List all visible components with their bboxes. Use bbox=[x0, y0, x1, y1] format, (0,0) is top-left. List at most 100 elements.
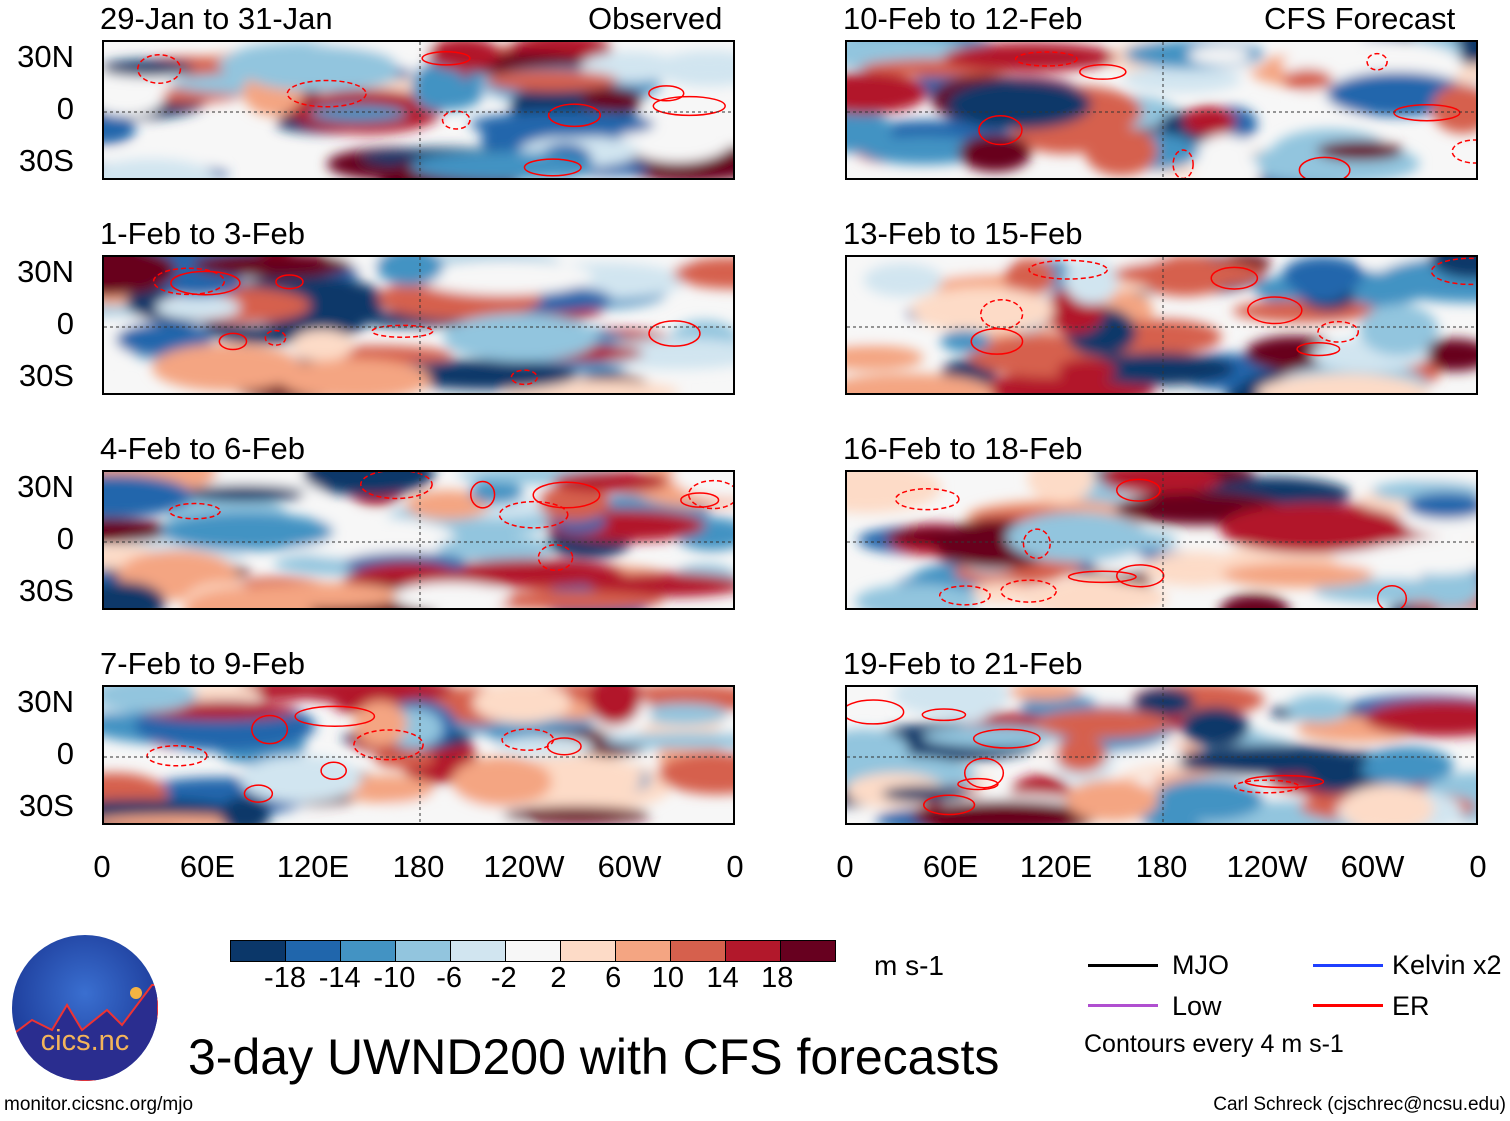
er-contour bbox=[1376, 585, 1408, 608]
wind-anomaly-blob bbox=[1316, 141, 1404, 161]
map-panel-forecast bbox=[845, 40, 1478, 180]
panel-title: 1-Feb to 3-Feb bbox=[100, 216, 306, 251]
wind-anomaly-blob bbox=[911, 800, 1098, 823]
er-contour bbox=[1067, 570, 1137, 584]
colorbar-swatch bbox=[231, 941, 286, 961]
wind-anomaly-blob bbox=[1220, 594, 1290, 608]
lon-tick-label: 120W bbox=[483, 849, 565, 884]
wind-anomaly-blob bbox=[1222, 562, 1374, 588]
wind-anomaly-blob bbox=[1220, 503, 1407, 554]
wind-anomaly-blob bbox=[279, 358, 431, 393]
wind-anomaly-blob bbox=[581, 87, 644, 112]
wind-anomaly-blob bbox=[1314, 578, 1462, 603]
lat-tick-label: 30S bbox=[18, 573, 74, 608]
wind-anomaly-blob bbox=[847, 344, 924, 371]
colorbar-label: 6 bbox=[605, 962, 622, 994]
wind-anomaly-blob bbox=[155, 295, 241, 320]
legend-kelvin-label: Kelvin x2 bbox=[1392, 950, 1502, 980]
er-contour bbox=[923, 794, 976, 816]
wind-anomaly-blob bbox=[104, 687, 197, 713]
wind-anomaly-blob bbox=[587, 572, 733, 598]
wind-anomaly-blob bbox=[1134, 687, 1195, 717]
wind-anomaly-blob bbox=[191, 257, 352, 279]
lat-tick-label: 30S bbox=[18, 788, 74, 823]
map-panel-observed bbox=[102, 255, 735, 395]
er-contour bbox=[894, 488, 960, 511]
lon-tick-label: 0 bbox=[836, 849, 854, 884]
er-contour bbox=[353, 729, 424, 761]
wind-anomaly-blob bbox=[451, 756, 552, 807]
wind-anomaly-blob bbox=[1256, 373, 1430, 393]
footer-url[interactable]: monitor.cicsnc.org/mjo bbox=[4, 1094, 194, 1115]
er-contour bbox=[498, 500, 569, 529]
colorbar-swatch bbox=[506, 941, 561, 961]
wind-anomaly-blob bbox=[445, 558, 624, 588]
wind-anomaly-blob bbox=[1027, 472, 1095, 503]
wind-anomaly-blob bbox=[183, 485, 306, 502]
wind-anomaly-blob bbox=[1364, 700, 1476, 737]
wind-anomaly-blob bbox=[910, 287, 1055, 334]
er-contour bbox=[963, 757, 1005, 789]
wind-anomaly-blob bbox=[1182, 106, 1236, 137]
colorbar-swatch bbox=[341, 941, 396, 961]
wind-anomaly-blob bbox=[588, 687, 642, 726]
wind-anomaly-blob bbox=[480, 591, 665, 608]
map-panel-forecast bbox=[845, 470, 1478, 610]
logo-mountains-icon bbox=[12, 984, 158, 1081]
colorbar-swatch bbox=[781, 941, 835, 961]
wind-anomaly-blob bbox=[1034, 708, 1171, 739]
lon-tick-label: 60E bbox=[179, 849, 236, 884]
panel-title: 13-Feb to 15-Feb bbox=[843, 216, 1083, 251]
lon-tick-label: 60W bbox=[597, 849, 662, 884]
colorbar-label: 2 bbox=[550, 962, 567, 994]
colorbar-units: m s-1 bbox=[874, 950, 944, 981]
wind-anomaly-blob bbox=[472, 687, 572, 724]
lon-tick-label: 120E bbox=[276, 849, 350, 884]
wind-anomaly-blob bbox=[303, 472, 435, 497]
colorbar-swatch bbox=[726, 941, 781, 961]
wind-anomaly-blob bbox=[553, 472, 669, 493]
wind-anomaly-blob bbox=[442, 313, 599, 362]
panel-title: 4-Feb to 6-Feb bbox=[100, 431, 306, 466]
wind-anomaly-blob bbox=[495, 736, 595, 757]
map-panel-observed bbox=[102, 470, 735, 610]
wind-anomaly-blob bbox=[1004, 258, 1056, 296]
wind-anomaly-blob bbox=[104, 257, 177, 296]
wind-anomaly-blob bbox=[673, 257, 733, 289]
wind-anomaly-blob bbox=[940, 329, 991, 353]
panel-title: 10-Feb to 12-Feb bbox=[843, 1, 1083, 36]
wind-anomaly-blob bbox=[1187, 45, 1251, 65]
lon-tick-label: 120E bbox=[1019, 849, 1093, 884]
wind-anomaly-blob bbox=[1359, 746, 1454, 786]
wind-anomaly-blob bbox=[1055, 736, 1107, 773]
wind-anomaly-blob bbox=[1359, 304, 1439, 356]
legend-low-label: Low bbox=[1172, 991, 1222, 1021]
wind-anomaly-blob bbox=[486, 70, 619, 92]
er-contour bbox=[938, 585, 991, 606]
wind-anomaly-blob bbox=[854, 583, 979, 608]
logo-text: cics.nc bbox=[40, 1025, 130, 1057]
wind-anomaly-blob bbox=[104, 114, 136, 145]
lat-tick-label: 30N bbox=[17, 469, 74, 504]
colorbar bbox=[230, 940, 836, 962]
wind-anomaly-blob bbox=[958, 134, 1032, 173]
wind-anomaly-blob bbox=[1065, 779, 1159, 822]
lon-tick-label: 0 bbox=[93, 849, 111, 884]
wind-anomaly-blob bbox=[1122, 66, 1242, 93]
er-contour bbox=[1317, 320, 1360, 343]
wind-anomaly-blob bbox=[393, 359, 578, 390]
er-contour bbox=[972, 728, 1041, 749]
wind-anomaly-blob bbox=[1084, 126, 1158, 176]
lat-tick-label: 0 bbox=[56, 736, 74, 771]
wind-anomaly-blob bbox=[160, 512, 334, 551]
wind-anomaly-blob bbox=[881, 785, 967, 803]
wind-anomaly-blob bbox=[1153, 778, 1264, 821]
wind-anomaly-blob bbox=[1081, 352, 1236, 386]
wind-anomaly-blob bbox=[847, 373, 994, 393]
lon-tick-label: 180 bbox=[392, 849, 445, 884]
wind-anomaly-blob bbox=[217, 45, 397, 84]
wind-anomaly-blob bbox=[847, 314, 897, 341]
wind-anomaly-blob bbox=[1292, 264, 1352, 303]
wind-anomaly-blob bbox=[1101, 472, 1222, 495]
wind-anomaly-blob bbox=[248, 582, 403, 608]
